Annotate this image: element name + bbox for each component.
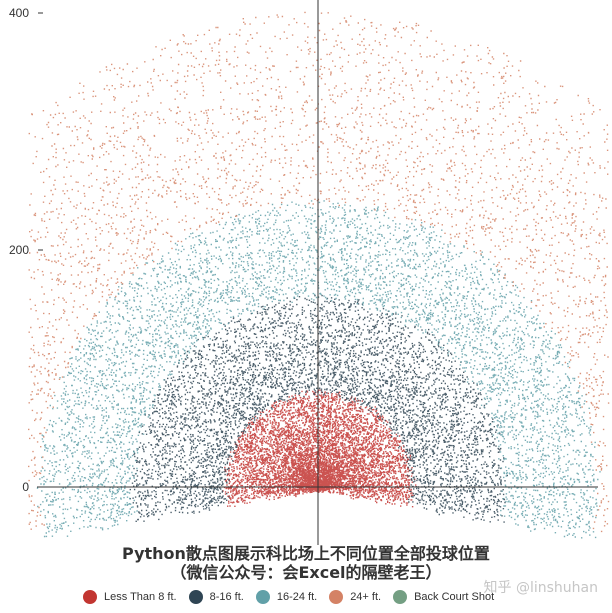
legend-label: 16-24 ft. (276, 591, 318, 603)
chart-subtitle: （微信公众号：会Excel的隔壁老王） (170, 563, 442, 582)
chart-title: Python散点图展示科比场上不同位置全部投球位置 (122, 544, 490, 563)
y-axis-ticks: 0 200 400 (9, 6, 43, 494)
watermark-text: 知乎 @linshuhan (483, 580, 598, 596)
legend: Less Than 8 ft. 8-16 ft. 16-24 ft. 24+ ft. B… (83, 590, 506, 604)
legend-item[interactable]: 16-24 ft. (255, 590, 318, 604)
legend-marker (83, 590, 97, 604)
legend-label: 24+ ft. (350, 591, 382, 603)
scatter-points (28, 11, 610, 539)
legend-item[interactable]: 8-16 ft. (188, 590, 244, 604)
legend-item[interactable]: Back Court Shot (393, 590, 494, 604)
legend-item[interactable]: Less Than 8 ft. (83, 590, 177, 604)
legend-marker (329, 590, 344, 604)
legend-label: 8-16 ft. (209, 591, 244, 603)
series-points-8-16-ft (129, 294, 508, 523)
legend-label: Back Court Shot (414, 591, 495, 603)
legend-marker (188, 590, 203, 604)
series-points-16-24-ft (36, 200, 601, 539)
legend-marker (255, 590, 270, 604)
legend-item[interactable]: 24+ ft. (329, 590, 381, 604)
y-tick-label: 400 (9, 6, 29, 20)
legend-marker (393, 590, 408, 604)
y-tick-label: 0 (22, 480, 29, 494)
legend-label: Less Than 8 ft. (104, 591, 177, 603)
y-tick-label: 200 (9, 243, 29, 257)
series-points-less-than-8-ft (222, 389, 417, 508)
scatter-plot: 0 200 400 (9, 0, 610, 545)
